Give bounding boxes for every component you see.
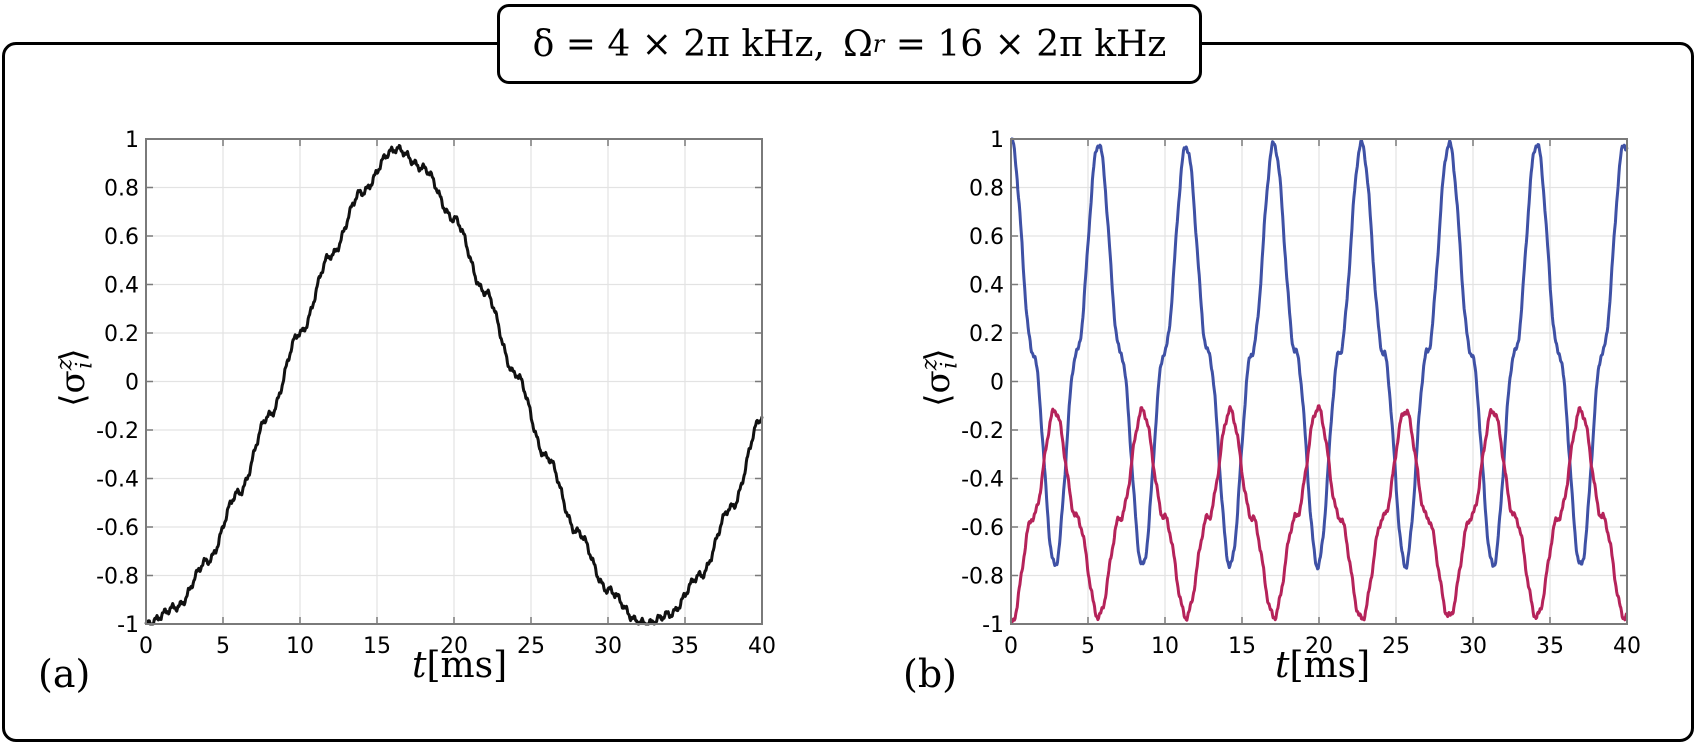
x-tick-label: 35 [1536,634,1564,659]
y-tick-label: 0.6 [969,225,1004,250]
xlabel-b-unit: [ms] [1289,645,1371,686]
xlabel-b-var: t [1275,645,1290,686]
y-tick-label: -0.6 [96,516,139,541]
series-iz [144,144,764,626]
ylabel-a-sub: i [72,361,98,369]
title-omega: Ω [842,23,873,65]
ylabel-b: ⟨σzi⟩ [917,333,962,423]
ylabel-b-close: ⟩ [917,348,958,362]
y-tick-label: 0.8 [104,177,139,202]
y-tick-label: -0.6 [961,516,1004,541]
y-tick-label: 0 [125,371,139,396]
chart-a: 0 5 10 15 20 25 30 35 40 1 0.8 0.6 0.4 0.2 0 -0.2 -0.4 -0… [96,128,776,659]
y-tick-label: 0.2 [104,322,139,347]
axes-box [145,138,763,625]
xlabel-b: t[ms] [1275,645,1370,686]
title-delta: δ = 4 × 2π kHz, [532,23,825,65]
y-tick-label: -1 [117,613,139,638]
series-red [1009,404,1628,624]
xlabel-a-unit: [ms] [426,645,508,686]
x-tick-label: 40 [748,634,776,659]
ylabel-a-close: ⟩ [52,348,93,362]
ylabel-a: ⟨σzi⟩ [52,333,97,423]
y-tick-label: -0.4 [96,468,139,493]
y-tick-label: -1 [982,613,1004,638]
y-tick-label: 1 [990,128,1004,153]
x-tick-label: 20 [1305,634,1333,659]
y-tick-label: 0.4 [104,274,139,299]
x-tick-label: 15 [1228,634,1256,659]
x-tick-label: 35 [671,634,699,659]
x-tick-label: 0 [139,634,153,659]
ylabel-a-sigma: ⟨σ [52,370,93,407]
y-tick-label: -0.2 [96,419,139,444]
title-omega-sub: r [872,30,885,58]
ylabel-b-sub: i [937,361,963,369]
x-tick-label: 10 [286,634,314,659]
y-tick-label: 0.6 [104,225,139,250]
y-tick-label: -0.8 [961,565,1004,590]
title-omega-rest: = 16 × 2π kHz [884,23,1167,65]
ylabel-b-sigma: ⟨σ [917,370,958,407]
panel-label-a: (a) [38,652,91,696]
x-tick-label: 0 [1004,634,1018,659]
chart-b: 0 5 10 15 20 25 30 35 40 1 0.8 0.6 0.4 0.2 0 -0.2 -0.4 -0… [961,128,1641,659]
series-blue [1010,137,1629,571]
axes-box [1010,138,1628,625]
x-tick-label: 40 [1613,634,1641,659]
y-tick-label: 1 [125,128,139,153]
x-tick-label: 25 [517,634,545,659]
xlabel-a: t[ms] [412,645,507,686]
y-tick-label: -0.2 [961,419,1004,444]
x-tick-label: 15 [363,634,391,659]
x-tick-label: 30 [1459,634,1487,659]
y-tick-label: 0.2 [969,322,1004,347]
y-tick-label: -0.4 [961,468,1004,493]
x-tick-label: 5 [216,634,230,659]
y-tick-label: 0.4 [969,274,1004,299]
panel-label-b: (b) [903,652,957,696]
x-tick-label: 30 [594,634,622,659]
y-tick-label: -0.8 [96,565,139,590]
x-tick-label: 10 [1151,634,1179,659]
y-tick-label: 0.8 [969,177,1004,202]
x-tick-label: 25 [1382,634,1410,659]
x-tick-label: 20 [440,634,468,659]
x-tick-label: 5 [1081,634,1095,659]
y-tick-label: 0 [990,371,1004,396]
xlabel-a-var: t [412,645,427,686]
